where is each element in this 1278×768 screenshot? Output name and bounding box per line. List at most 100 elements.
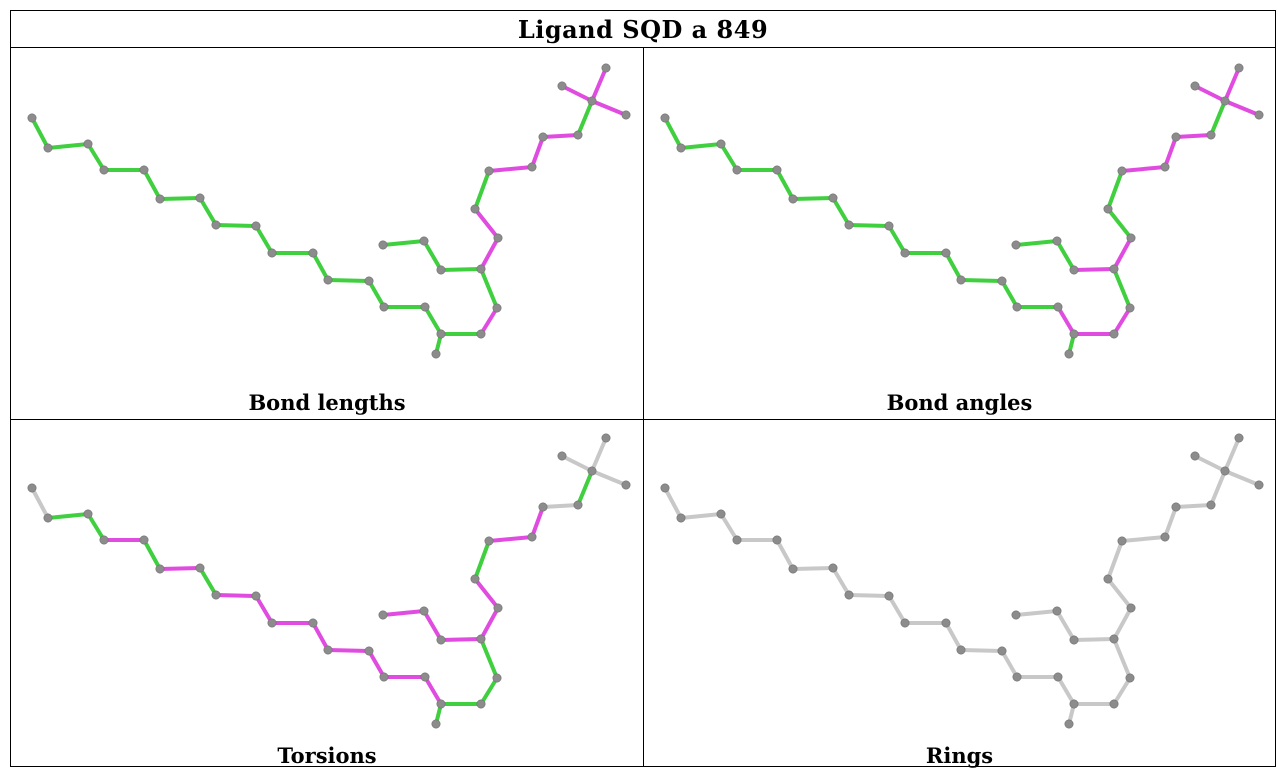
atom <box>155 564 165 574</box>
atom <box>27 483 37 493</box>
atom <box>828 563 838 573</box>
bond <box>576 99 594 137</box>
bond <box>367 649 386 679</box>
atom <box>1254 480 1264 490</box>
bond <box>439 637 483 642</box>
atom <box>1103 574 1113 584</box>
bond <box>86 142 106 172</box>
bond <box>487 535 534 543</box>
bond-layer <box>30 66 628 356</box>
bond <box>1072 267 1116 272</box>
atom <box>1064 719 1074 729</box>
bond <box>590 469 628 487</box>
atom <box>379 302 389 312</box>
atom <box>1109 634 1119 644</box>
atom <box>155 194 165 204</box>
atom <box>1126 233 1136 243</box>
bond <box>158 566 202 571</box>
atom <box>1103 204 1113 214</box>
bond <box>423 305 443 336</box>
atom <box>941 618 951 628</box>
atom <box>1234 433 1244 443</box>
bond <box>1072 637 1116 642</box>
atom <box>1206 500 1216 510</box>
bond <box>1193 454 1227 473</box>
bond <box>1106 577 1133 610</box>
atom <box>997 276 1007 286</box>
atom <box>420 302 430 312</box>
atom-layer <box>660 63 1264 359</box>
atom <box>1160 532 1170 542</box>
atom <box>1011 240 1021 250</box>
bond <box>311 621 330 652</box>
bond <box>719 142 739 172</box>
ligand-table: Ligand SQD a 849 Bond lengths Bond angle… <box>10 10 1276 768</box>
bond <box>831 566 851 597</box>
atom <box>476 699 486 709</box>
atom <box>1053 302 1063 312</box>
bond <box>254 224 274 255</box>
atom <box>251 221 261 231</box>
bond <box>1055 609 1076 642</box>
atom <box>431 719 441 729</box>
atom <box>1125 673 1135 683</box>
bond <box>198 196 218 227</box>
atom <box>716 509 726 519</box>
bond <box>1014 609 1059 617</box>
bond <box>1112 676 1132 706</box>
bond <box>479 236 500 271</box>
bond <box>326 648 371 653</box>
atom <box>557 81 567 91</box>
bond <box>791 196 835 201</box>
bond <box>663 116 683 150</box>
bond <box>775 168 795 201</box>
bond <box>479 606 500 641</box>
bond <box>1223 436 1241 473</box>
atom <box>1190 451 1200 461</box>
atom <box>470 204 480 214</box>
bond <box>679 512 723 520</box>
bond <box>214 223 258 228</box>
atom <box>538 502 548 512</box>
molecule-bond-angles <box>660 63 1264 359</box>
atom <box>139 535 149 545</box>
atom <box>621 110 631 120</box>
bond <box>1000 279 1019 309</box>
atom <box>419 606 429 616</box>
bond <box>1209 469 1227 507</box>
atom <box>436 635 446 645</box>
bond <box>158 196 202 201</box>
atom <box>476 634 486 644</box>
atom <box>1069 329 1079 339</box>
bond <box>1163 505 1178 539</box>
atom <box>884 591 894 601</box>
bond <box>1055 239 1076 272</box>
atom <box>1109 329 1119 339</box>
bond <box>46 512 90 520</box>
bond <box>479 267 499 310</box>
atom <box>379 672 389 682</box>
atom <box>251 591 261 601</box>
atom <box>732 165 742 175</box>
bond <box>367 279 386 309</box>
atom <box>1171 132 1181 142</box>
bond <box>1056 305 1076 336</box>
atom <box>420 672 430 682</box>
atom <box>788 564 798 574</box>
atom <box>1069 635 1079 645</box>
atom <box>1117 536 1127 546</box>
bond <box>944 251 963 282</box>
panel-bond-angles: Bond angles <box>643 48 1275 420</box>
bond <box>1223 99 1261 117</box>
atom <box>83 509 93 519</box>
atom <box>1220 96 1230 106</box>
bond <box>719 512 739 542</box>
molecule-bond-lengths <box>27 63 631 359</box>
atom <box>828 193 838 203</box>
bond <box>198 566 218 597</box>
bond <box>959 648 1004 653</box>
atom <box>1012 302 1022 312</box>
atom <box>323 275 333 285</box>
atom <box>378 610 388 620</box>
atom <box>493 233 503 243</box>
